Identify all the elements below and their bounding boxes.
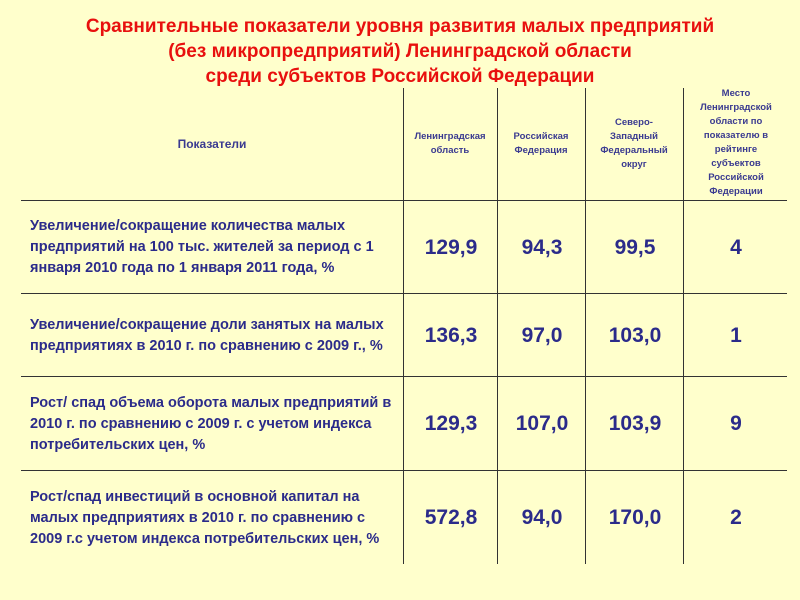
title-line: Сравнительные показатели уровня развития… [85,16,715,37]
row-label: Рост/спад инвестиций в основной капитал … [30,488,380,547]
value-leningrad: 572,8 [424,506,478,529]
row-divider [21,470,787,471]
value-rank: 1 [730,323,742,347]
value-russia: 94,0 [521,506,563,529]
value-rank: 4 [730,235,742,259]
header-russia: Российская Федерация [513,131,569,156]
header-nw-district: Северо-Западный Федеральный округ [600,117,668,170]
column-divider [497,88,498,564]
column-divider [403,88,404,564]
row-divider [21,376,787,377]
value-nw-district: 103,0 [608,323,662,347]
value-leningrad: 129,9 [424,235,478,259]
header-leningrad: Ленинградская область [414,131,486,156]
title-line: среди субъектов Российской Федерации [205,66,595,87]
slide-title: Сравнительные показатели уровня развития… [0,14,800,89]
row-label: Рост/ спад объема оборота малых предприя… [30,394,392,453]
value-russia: 94,3 [521,235,563,259]
row-divider [21,200,787,201]
row-label: Увеличение/сокращение доли занятых на ма… [30,316,384,354]
header-rank: Место Ленинградской области по показател… [700,88,772,197]
value-russia: 107,0 [515,412,569,435]
value-nw-district: 103,9 [608,412,662,435]
row-label: Увеличение/сокращение количества малых п… [30,218,374,276]
value-leningrad: 136,3 [424,323,478,347]
value-rank: 2 [730,506,742,529]
value-nw-district: 99,5 [614,235,656,259]
row-divider [21,293,787,294]
value-rank: 9 [730,412,742,435]
value-nw-district: 170,0 [608,506,662,529]
value-russia: 97,0 [521,323,563,347]
title-line: (без микропредприятий) Ленинградской обл… [168,41,632,62]
value-leningrad: 129,3 [424,412,478,435]
column-divider [585,88,586,564]
column-divider [683,88,684,564]
header-indicators: Показатели [177,137,247,151]
